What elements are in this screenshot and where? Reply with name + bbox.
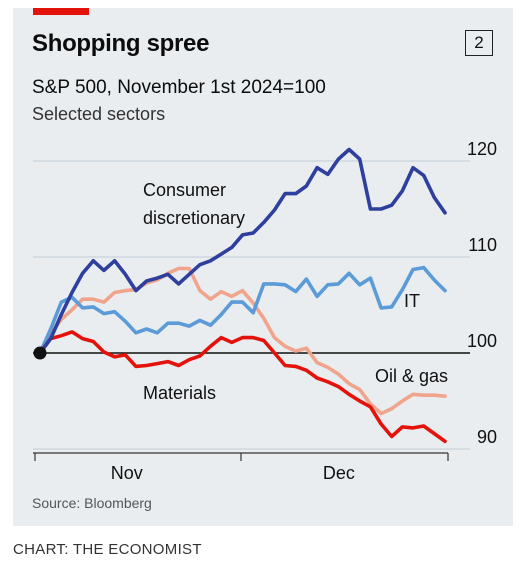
series-line-it [38, 265, 447, 355]
y-tick-label-110: 110 [468, 235, 497, 255]
brand-red-tab [33, 8, 89, 15]
series-label-consumer-discretionary-2: discretionary [143, 208, 245, 228]
chart-subtitle: S&P 500, November 1st 2024=100 [32, 77, 326, 98]
chart-series-lines [33, 147, 447, 444]
chart-title: Shopping spree [32, 30, 210, 57]
series-label-it: IT [404, 291, 420, 311]
y-tick-label-100: 100 [467, 331, 497, 351]
y-tick-label-90: 90 [477, 427, 497, 447]
chart-series-labels: Consumer discretionary IT Oil & gas Material… [143, 180, 448, 403]
x-tick-label-dec: Dec [323, 463, 355, 483]
baseline-start-dot [33, 346, 47, 360]
chart-subtitle-secondary: Selected sectors [32, 104, 166, 124]
series-line-consumer-discretionary [38, 147, 447, 355]
series-label-consumer-discretionary-1: Consumer [143, 180, 226, 200]
chart-axes: 90 100 110 120 Nov Dec [33, 139, 497, 483]
chart-card [13, 8, 513, 526]
series-label-oil-gas: Oil & gas [375, 366, 448, 386]
source-note: Source: Bloomberg [32, 495, 152, 511]
x-tick-label-nov: Nov [111, 463, 143, 483]
chart-number-badge: 2 [465, 30, 493, 56]
series-label-materials: Materials [143, 383, 216, 403]
chart-credit: CHART: THE ECONOMIST [13, 541, 202, 558]
series-line-materials [38, 330, 447, 444]
series-line-oil-gas [38, 266, 447, 416]
y-tick-label-120: 120 [467, 139, 497, 159]
